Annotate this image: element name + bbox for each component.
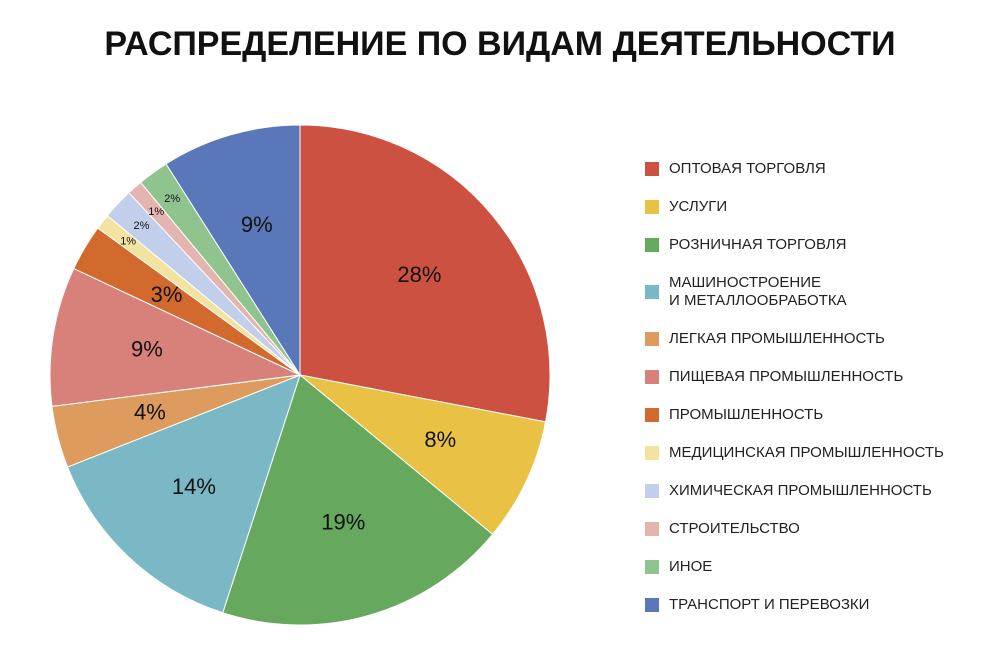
legend-label: СТРОИТЕЛЬСТВО xyxy=(669,520,800,537)
legend-swatch xyxy=(645,484,659,498)
legend: ОПТОВАЯ ТОРГОВЛЯ УСЛУГИ РОЗНИЧНАЯ ТОРГОВЛЯ… xyxy=(645,160,995,634)
legend-swatch xyxy=(645,446,659,460)
legend-item: ПИЩЕВАЯ ПРОМЫШЛЕННОСТЬ xyxy=(645,368,995,386)
legend-label: МАШИНОСТРОЕНИЕ И МЕТАЛЛООБРАБОТКА xyxy=(669,274,847,309)
legend-swatch xyxy=(645,162,659,176)
legend-label: ТРАНСПОРТ И ПЕРЕВОЗКИ xyxy=(669,596,870,613)
pie-slice xyxy=(165,124,301,377)
legend-item: ИНОЕ xyxy=(645,558,995,576)
legend-label: МЕДИЦИНСКАЯ ПРОМЫШЛЕННОСТЬ xyxy=(669,444,944,461)
pie-slice xyxy=(49,267,302,407)
legend-item: СТРОИТЕЛЬСТВО xyxy=(645,520,995,538)
pie-slice xyxy=(222,374,494,626)
legend-item: ХИМИЧЕСКАЯ ПРОМЫШЛЕННОСТЬ xyxy=(645,482,995,500)
legend-swatch xyxy=(645,200,659,214)
value-label: 14% xyxy=(172,474,216,499)
legend-swatch xyxy=(645,285,659,299)
legend-label: ЛЕГКАЯ ПРОМЫШЛЕННОСТЬ xyxy=(669,330,885,347)
legend-item: УСЛУГИ xyxy=(645,198,995,216)
value-label: 1% xyxy=(120,236,136,248)
legend-item: ОПТОВАЯ ТОРГОВЛЯ xyxy=(645,160,995,178)
pie-slice xyxy=(299,124,551,423)
pie-slice xyxy=(299,374,547,536)
value-label: 9% xyxy=(131,337,163,362)
legend-item: ТРАНСПОРТ И ПЕРЕВОЗКИ xyxy=(645,596,995,614)
legend-item: РОЗНИЧНАЯ ТОРГОВЛЯ xyxy=(645,236,995,254)
value-label: 4% xyxy=(134,399,166,424)
legend-swatch xyxy=(645,332,659,346)
legend-item: ПРОМЫШЛЕННОСТЬ xyxy=(645,406,995,424)
legend-label: ОПТОВАЯ ТОРГОВЛЯ xyxy=(669,160,826,177)
legend-item: МАШИНОСТРОЕНИЕ И МЕТАЛЛООБРАБОТКА xyxy=(645,274,995,310)
value-label: 2% xyxy=(164,193,180,205)
legend-swatch xyxy=(645,408,659,422)
legend-item: МЕДИЦИНСКАЯ ПРОМЫШЛЕННОСТЬ xyxy=(645,444,995,462)
legend-label: РОЗНИЧНАЯ ТОРГОВЛЯ xyxy=(669,236,847,253)
legend-swatch xyxy=(645,238,659,252)
value-label: 28% xyxy=(397,262,441,287)
legend-swatch xyxy=(645,560,659,574)
legend-item: ЛЕГКАЯ ПРОМЫШЛЕННОСТЬ xyxy=(645,330,995,348)
legend-swatch xyxy=(645,522,659,536)
legend-label: УСЛУГИ xyxy=(669,198,728,215)
value-label: 1% xyxy=(148,206,164,218)
pie-slice xyxy=(66,374,301,614)
legend-label: ХИМИЧЕСКАЯ ПРОМЫШЛЕННОСТЬ xyxy=(669,482,932,499)
legend-swatch xyxy=(645,370,659,384)
legend-swatch xyxy=(645,598,659,612)
legend-label: ИНОЕ xyxy=(669,558,713,575)
legend-label: ПРОМЫШЛЕННОСТЬ xyxy=(669,406,824,423)
value-label: 2% xyxy=(133,220,149,232)
value-label: 8% xyxy=(424,427,456,452)
chart-title: РАСПРЕДЕЛЕНИЕ ПО ВИДАМ ДЕЯТЕЛЬНОСТИ xyxy=(104,25,895,63)
value-label: 9% xyxy=(241,212,273,237)
legend-label: ПИЩЕВАЯ ПРОМЫШЛЕННОСТЬ xyxy=(669,368,904,385)
value-label: 19% xyxy=(321,510,365,535)
